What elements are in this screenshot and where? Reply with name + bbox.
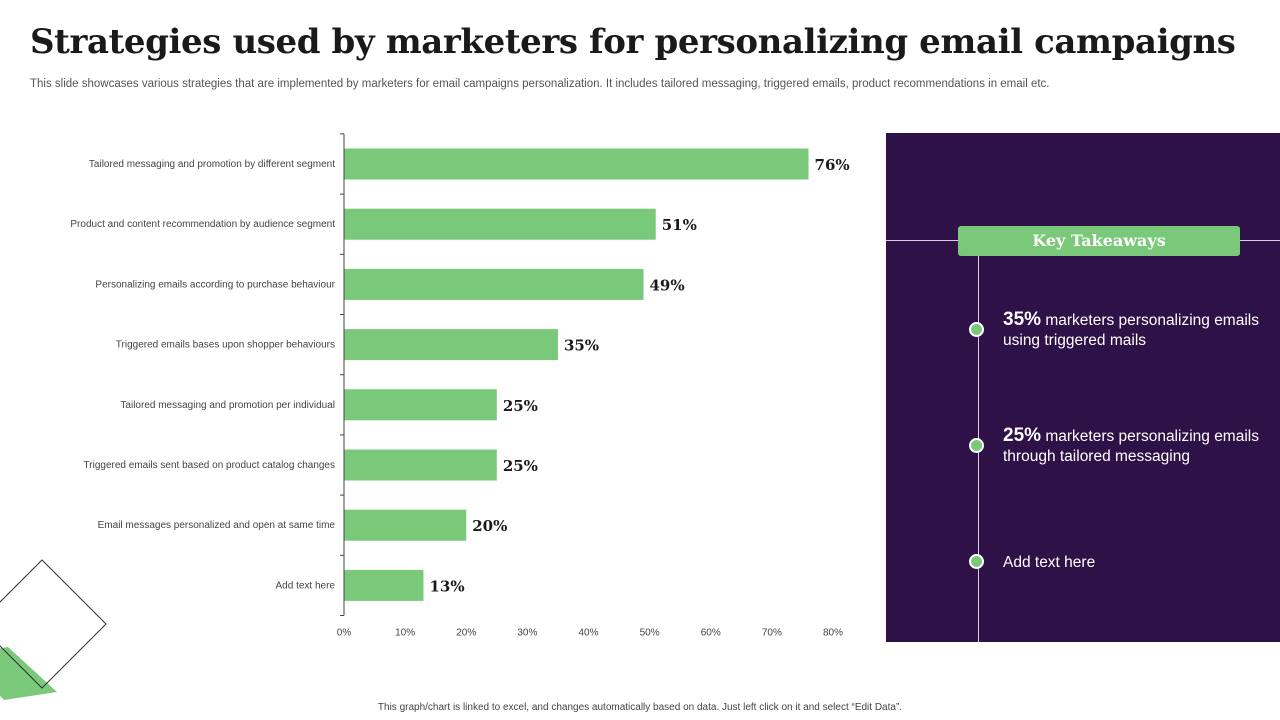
takeaway-item-1: 35% marketers personalizing emails using… [1003, 310, 1273, 351]
data-label: 51% [662, 216, 697, 234]
x-tick-label: 10% [395, 628, 415, 639]
data-label: 49% [650, 276, 685, 294]
takeaway-item-3: Add text here [1003, 553, 1273, 573]
data-labels-group: 76% 51% 49% 35% 25% 25% 20% 13% [429, 156, 849, 595]
bar[interactable] [344, 148, 809, 180]
takeaway-bullet-icon [969, 322, 984, 337]
bar[interactable] [344, 208, 656, 240]
key-takeaways-heading: Key Takeaways [958, 226, 1240, 256]
takeaway-bullet-icon [969, 438, 984, 453]
bar[interactable] [344, 329, 558, 361]
category-label: Email messages personalized and open at … [98, 520, 336, 531]
bar-chart[interactable]: Tailored messaging and promotion by diff… [0, 120, 870, 640]
x-tick-label: 60% [701, 628, 721, 639]
takeaway-bullet-icon [969, 554, 984, 569]
category-labels-group: Tailored messaging and promotion by diff… [70, 159, 335, 591]
data-label: 20% [472, 517, 507, 535]
bars-group [344, 148, 809, 601]
x-tick-label: 0% [337, 628, 352, 639]
x-tick-label: 70% [762, 628, 782, 639]
x-tick-label: 30% [517, 628, 537, 639]
category-label: Personalizing emails according to purcha… [95, 279, 335, 290]
bar[interactable] [344, 569, 424, 601]
bar[interactable] [344, 509, 467, 541]
data-label: 13% [429, 577, 464, 595]
category-label: Add text here [276, 580, 336, 591]
key-takeaways-panel: Key Takeaways 35% marketers personalizin… [886, 133, 1280, 642]
takeaway-value: 25% [1003, 425, 1042, 446]
category-label: Triggered emails bases upon shopper beha… [116, 340, 335, 351]
bar[interactable] [344, 389, 497, 421]
bar[interactable] [344, 449, 497, 481]
takeaway-item-2: 25% marketers personalizing emails throu… [1003, 426, 1273, 467]
takeaway-text: marketers personalizing emails through t… [1003, 428, 1259, 465]
page-title: Strategies used by marketers for persona… [30, 22, 1236, 62]
decorative-shapes [0, 559, 107, 700]
page-subtitle: This slide showcases various strategies … [30, 78, 1050, 90]
bar[interactable] [344, 268, 644, 300]
data-label: 76% [815, 156, 850, 174]
category-label: Tailored messaging and promotion by diff… [89, 159, 335, 170]
x-tick-label: 40% [578, 628, 598, 639]
takeaway-text: Add text here [1003, 554, 1096, 571]
category-label: Product and content recommendation by au… [70, 219, 335, 230]
data-label: 35% [564, 337, 599, 355]
outline-diamond-shape [0, 559, 107, 689]
category-label: Triggered emails sent based on product c… [84, 460, 335, 471]
data-label: 25% [503, 397, 538, 415]
x-tick-label: 20% [456, 628, 476, 639]
takeaway-text: marketers personalizing emails using tri… [1003, 312, 1259, 349]
data-label: 25% [503, 457, 538, 475]
footer-note: This graph/chart is linked to excel, and… [377, 702, 903, 713]
category-label: Tailored messaging and promotion per ind… [120, 400, 335, 411]
x-tick-label: 50% [640, 628, 660, 639]
axis-group: 0% 10% 20% 30% 40% 50% 60% 70% 80% [337, 133, 843, 639]
takeaway-value: 35% [1003, 309, 1042, 330]
x-tick-label: 80% [823, 628, 843, 639]
